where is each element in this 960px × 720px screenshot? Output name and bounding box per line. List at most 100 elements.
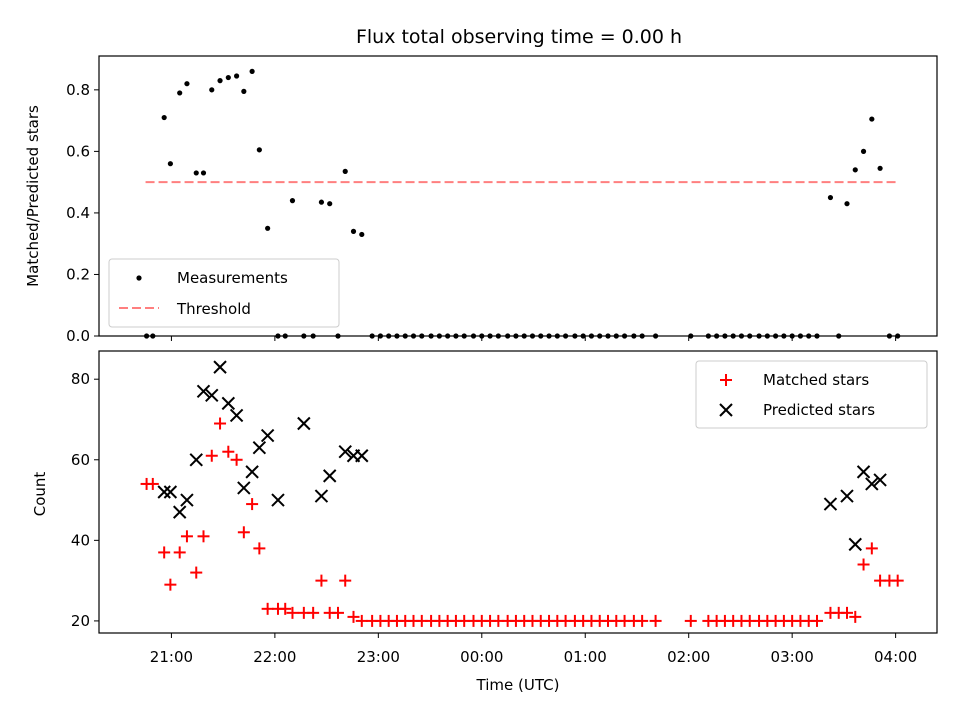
matched-star-point bbox=[315, 574, 328, 587]
matched-star-point bbox=[180, 530, 193, 543]
predicted-star-point bbox=[823, 497, 838, 511]
legend-measurements-label: Measurements bbox=[177, 269, 288, 287]
measurement-point bbox=[249, 68, 255, 74]
matched-star-point bbox=[286, 606, 299, 619]
matched-star-point bbox=[146, 477, 159, 490]
bottom-x-tick-label: 22:00 bbox=[253, 648, 296, 666]
matched-star-point bbox=[857, 558, 870, 571]
legend-threshold-label: Threshold bbox=[176, 300, 251, 318]
predicted-star-point bbox=[221, 396, 236, 411]
predicted-star-point bbox=[163, 485, 178, 499]
matched-star-point bbox=[214, 417, 227, 430]
top-y-tick-label: 0.2 bbox=[66, 265, 90, 283]
bottom-marks bbox=[140, 360, 904, 627]
chart-title: Flux total observing time = 0.00 h bbox=[356, 26, 682, 48]
bottom-y-ticks: 20 40 60 80 bbox=[71, 370, 99, 630]
matched-star-point bbox=[197, 530, 210, 543]
legend-predicted-marker bbox=[719, 403, 733, 417]
top-y-tick-label: 0.8 bbox=[66, 81, 90, 99]
measurement-point bbox=[342, 168, 348, 174]
predicted-star-point bbox=[260, 428, 275, 443]
predicted-star-point bbox=[873, 473, 887, 487]
measurement-point bbox=[233, 73, 240, 79]
matched-star-point bbox=[173, 546, 186, 559]
top-y-tick-label: 0.6 bbox=[66, 142, 90, 160]
top-axes-frame bbox=[98, 55, 938, 337]
bottom-y-tick-label: 60 bbox=[71, 451, 90, 469]
predicted-star-point bbox=[314, 489, 329, 503]
matched-star-point bbox=[164, 578, 177, 591]
matched-star-point bbox=[261, 602, 274, 615]
measurement-point bbox=[318, 199, 325, 205]
matched-star-point bbox=[865, 542, 878, 555]
bottom-x-ticks: 21:00 22:00 23:00 00:00 01:00 02:00 03:00 04:00 bbox=[150, 633, 917, 666]
top-x-ticks bbox=[170, 336, 897, 341]
matched-star-point bbox=[331, 606, 344, 619]
predicted-star-point bbox=[157, 485, 171, 499]
top-legend: Measurements Threshold bbox=[108, 258, 340, 328]
matched-star-point bbox=[636, 614, 649, 627]
measurement-point bbox=[167, 161, 173, 167]
bottom-x-tick-label: 21:00 bbox=[150, 648, 193, 666]
measurement-point bbox=[200, 170, 207, 176]
measurement-point bbox=[350, 228, 357, 234]
bottom-x-tick-label: 23:00 bbox=[357, 648, 400, 666]
matched-star-point bbox=[891, 574, 904, 587]
predicted-star-point bbox=[196, 384, 211, 398]
bottom-x-tick-label: 00:00 bbox=[460, 648, 503, 666]
predicted-star-point bbox=[172, 505, 187, 519]
measurement-point bbox=[265, 225, 271, 231]
predicted-star-point bbox=[245, 465, 259, 479]
predicted-star-point bbox=[297, 416, 311, 431]
bottom-y-tick-label: 80 bbox=[71, 370, 90, 388]
matched-star-point bbox=[246, 498, 259, 511]
bottom-x-tick-label: 02:00 bbox=[667, 648, 710, 666]
measurement-point bbox=[161, 114, 167, 121]
predicted-star-point bbox=[237, 481, 251, 495]
measurement-point bbox=[241, 88, 247, 94]
measurement-point bbox=[193, 170, 199, 176]
matched-star-point bbox=[158, 546, 171, 559]
predicted-star-point bbox=[189, 453, 203, 467]
predicted-star-point bbox=[338, 445, 352, 459]
predicted-star-point bbox=[180, 493, 194, 507]
matched-star-point bbox=[237, 526, 250, 539]
measurement-point bbox=[184, 81, 190, 87]
bottom-legend-box bbox=[695, 360, 928, 429]
matched-star-point bbox=[810, 614, 823, 627]
measurement-point bbox=[289, 198, 296, 204]
matched-star-point bbox=[205, 449, 218, 462]
predicted-star-point bbox=[252, 440, 267, 455]
measurement-point bbox=[877, 165, 883, 171]
measurement-point bbox=[327, 201, 333, 207]
matched-star-point bbox=[347, 610, 360, 623]
top-y-ticks: 0.0 0.2 0.4 0.6 0.8 bbox=[66, 81, 99, 345]
matched-star-point bbox=[222, 445, 235, 458]
measurement-point bbox=[256, 147, 262, 153]
top-y-tick-label: 0.0 bbox=[66, 327, 90, 345]
matched-star-point bbox=[355, 614, 368, 627]
predicted-star-point bbox=[840, 489, 854, 503]
measurement-point bbox=[844, 201, 850, 207]
measurement-point bbox=[225, 74, 231, 81]
predicted-star-point bbox=[355, 449, 369, 463]
matched-star-point bbox=[279, 602, 292, 615]
measurement-point bbox=[869, 116, 875, 122]
top-legend-box bbox=[108, 258, 340, 328]
measurement-point bbox=[860, 148, 867, 154]
measurement-point bbox=[177, 90, 183, 96]
matched-star-point bbox=[190, 566, 203, 579]
measurement-point bbox=[852, 167, 858, 173]
bottom-y-tick-label: 20 bbox=[71, 612, 90, 630]
x-axis-label: Time (UTC) bbox=[476, 676, 560, 694]
bottom-legend: Matched stars Predicted stars bbox=[695, 360, 928, 429]
matched-star-point bbox=[339, 574, 352, 587]
matched-star-point bbox=[684, 614, 697, 627]
predicted-star-point bbox=[848, 537, 862, 552]
legend-predicted-label: Predicted stars bbox=[763, 401, 875, 419]
bottom-y-axis-label: Count bbox=[31, 472, 49, 517]
predicted-star-point bbox=[205, 388, 219, 403]
measurement-point bbox=[209, 87, 215, 93]
measurement-point bbox=[827, 194, 834, 201]
